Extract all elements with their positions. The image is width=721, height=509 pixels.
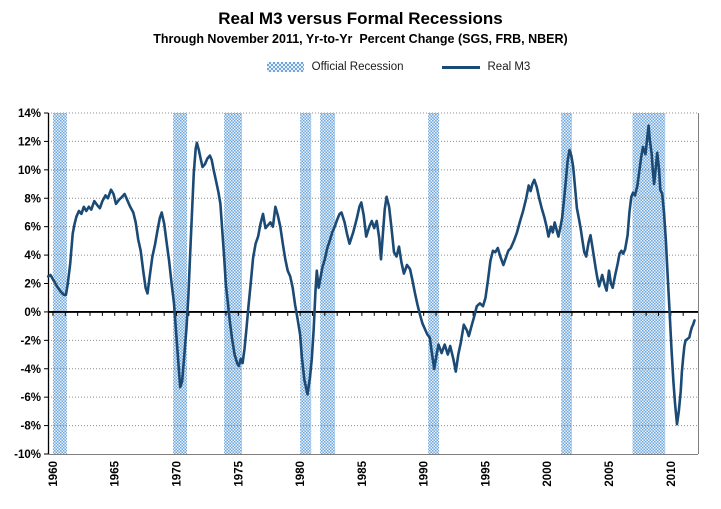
y-axis-label: 0%	[24, 307, 41, 319]
x-axis-label: 1975	[233, 460, 245, 486]
real-m3-line	[46, 124, 696, 426]
x-axis-label: 1995	[480, 460, 492, 486]
real-m3-line-swatch	[441, 65, 480, 69]
x-axis-label: 1980	[295, 461, 307, 487]
y-axis-label: -2%	[21, 335, 41, 347]
y-axis-label: 12%	[18, 136, 41, 148]
x-axis-label: 1960	[48, 461, 60, 487]
chart-subtitle: Through November 2011, Yr-to-Yr Percent …	[153, 32, 568, 46]
recession-band	[561, 113, 572, 454]
legend-label-recession: Official Recession	[311, 61, 404, 73]
recession-band	[428, 113, 440, 454]
y-axis-label: -4%	[21, 364, 41, 376]
legend-label-real-m3: Real M3	[487, 61, 531, 73]
y-axis-label: -6%	[21, 392, 41, 404]
y-axis-label: 10%	[18, 165, 41, 177]
x-axis-label: 2010	[666, 461, 678, 487]
y-axis-label: -8%	[21, 421, 41, 433]
x-axis-label: 1990	[419, 461, 431, 487]
y-axis-label: 4%	[24, 250, 41, 262]
x-axis-label: 2005	[604, 460, 616, 486]
chart-title: Real M3 versus Formal Recessions	[218, 9, 503, 28]
y-axis-label: 2%	[24, 279, 41, 291]
y-axis-label: 6%	[24, 222, 41, 234]
x-axis-label: 1985	[357, 460, 369, 486]
recession-band-swatch	[266, 62, 304, 72]
y-axis-label: 8%	[24, 193, 41, 205]
x-axis-label: 2000	[542, 461, 554, 487]
legend: Official Recession Real M3	[0, 61, 721, 73]
recession-band	[300, 113, 312, 454]
x-axis-label: 1965	[110, 460, 122, 486]
y-axis-label: -10%	[14, 449, 41, 461]
x-axis-label: 1970	[172, 461, 184, 487]
y-axis-label: 14%	[18, 108, 41, 120]
